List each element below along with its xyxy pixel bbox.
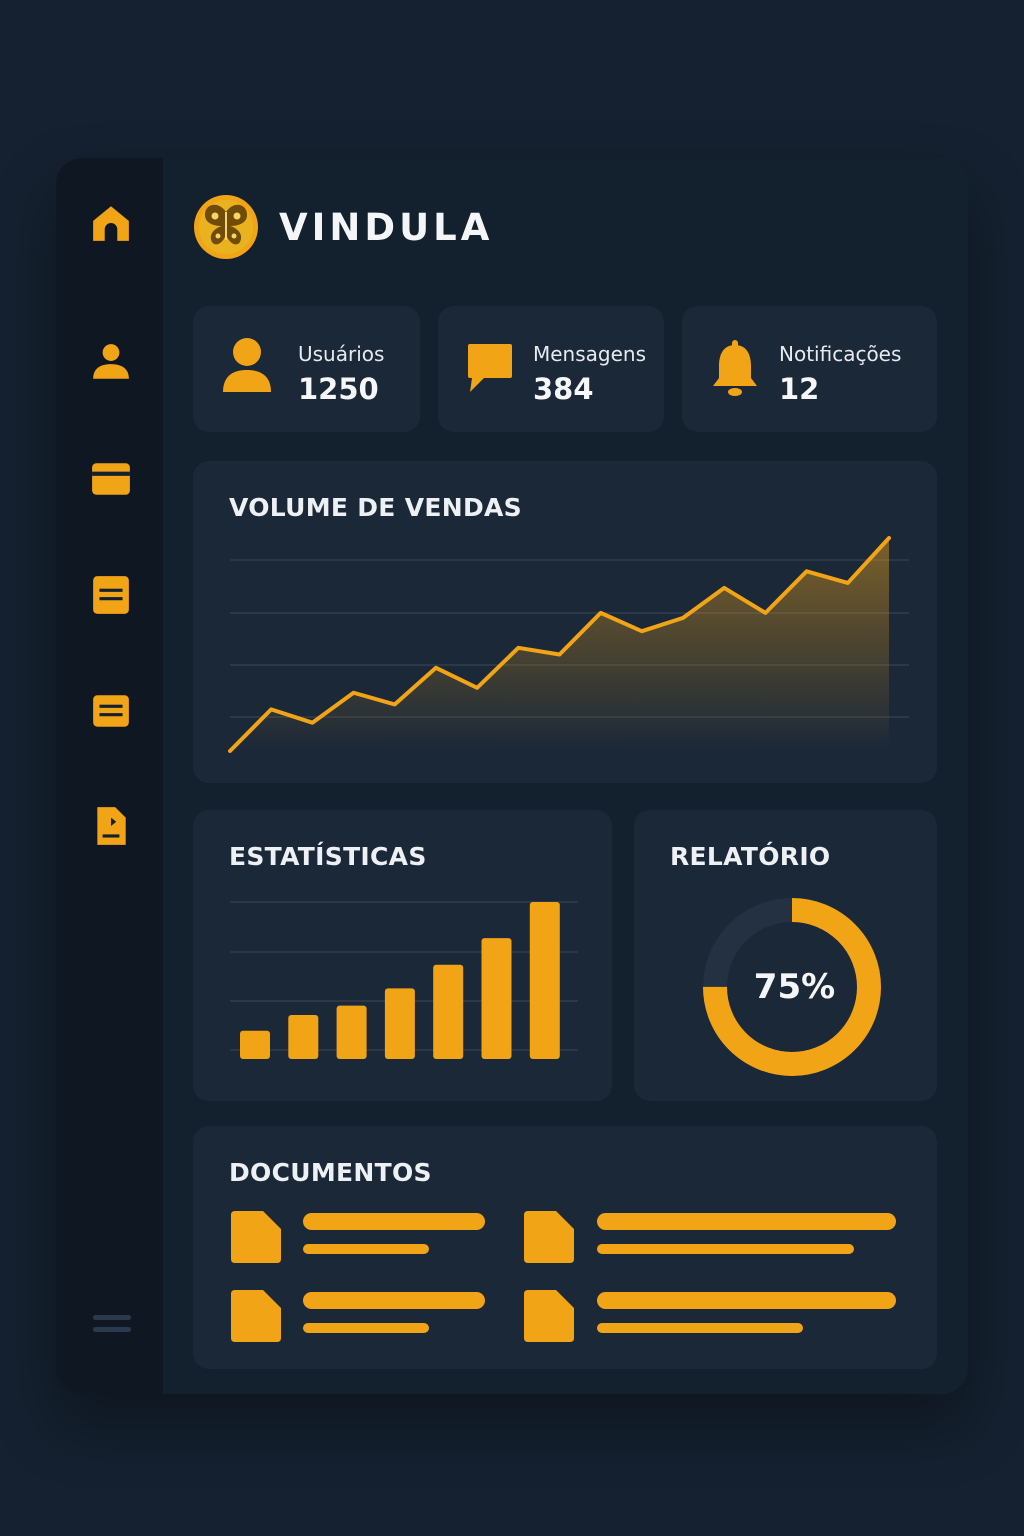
- sales-volume-title: VOLUME DE VENDAS: [229, 493, 522, 522]
- documents-card: DOCUMENTOS: [193, 1126, 937, 1369]
- document-subtitle-line: [597, 1244, 855, 1254]
- file-icon: [97, 807, 126, 845]
- document-subtitle-line: [597, 1323, 804, 1333]
- document-list-icon: [93, 576, 129, 614]
- report-percent: 75%: [753, 967, 836, 1007]
- bar: [529, 902, 560, 1059]
- sidebar-item-profile[interactable]: [88, 339, 134, 385]
- sidebar-item-lists[interactable]: [88, 688, 134, 734]
- user-icon: [93, 344, 129, 379]
- stat-card-notifications[interactable]: Notificações 12: [682, 306, 937, 432]
- sidebar-item-payments[interactable]: [88, 456, 134, 502]
- statistics-card: ESTATÍSTICAS: [193, 810, 612, 1101]
- sales-line: [228, 536, 891, 753]
- document-title-line: [303, 1292, 485, 1309]
- document-subtitle-line: [303, 1244, 429, 1254]
- report-card: RELATÓRIO 75%: [634, 810, 937, 1101]
- bar: [336, 1005, 367, 1059]
- credit-card-icon: [92, 463, 130, 495]
- donut-progress: [703, 898, 881, 1076]
- sales-area: [230, 538, 889, 751]
- stat-value: 384: [533, 372, 594, 406]
- stat-card-messages[interactable]: Mensagens 384: [438, 306, 664, 432]
- document-list-icon: [93, 695, 129, 727]
- bar: [481, 938, 512, 1059]
- bar: [384, 988, 415, 1059]
- sidebar-item-reports[interactable]: [88, 572, 134, 618]
- statistics-chart: [230, 901, 578, 1059]
- sidebar-item-files[interactable]: [88, 803, 134, 849]
- file-icon: [524, 1290, 574, 1342]
- stat-value: 1250: [298, 372, 379, 406]
- report-donut-chart: [703, 898, 881, 1076]
- document-title-line: [597, 1292, 896, 1309]
- statistics-title: ESTATÍSTICAS: [229, 842, 427, 871]
- file-icon: [231, 1211, 281, 1263]
- brand-header: VINDULA: [193, 194, 493, 260]
- file-icon: [524, 1211, 574, 1263]
- bar: [433, 964, 464, 1059]
- document-title-line: [597, 1213, 896, 1230]
- file-icon: [231, 1290, 281, 1342]
- stat-card-users[interactable]: Usuários 1250: [193, 306, 420, 432]
- chat-bubble-icon: [468, 344, 512, 392]
- home-icon: [93, 206, 129, 241]
- report-title: RELATÓRIO: [670, 842, 831, 871]
- document-subtitle-line: [303, 1323, 429, 1333]
- bell-icon: [713, 340, 757, 396]
- bar: [288, 1015, 319, 1059]
- dashboard-window: VINDULA Usuários 1250 Mensagens 384: [56, 158, 968, 1394]
- app-name: VINDULA: [279, 205, 494, 249]
- documents-title: DOCUMENTOS: [229, 1158, 432, 1187]
- stat-label: Usuários: [298, 342, 385, 366]
- user-icon: [223, 338, 271, 392]
- sales-volume-card: VOLUME DE VENDAS: [193, 461, 937, 783]
- stat-label: Mensagens: [533, 342, 647, 366]
- sidebar: [56, 158, 163, 1394]
- stat-label: Notificações: [779, 342, 902, 366]
- bar: [240, 1030, 270, 1059]
- sales-volume-chart: [228, 536, 909, 753]
- sidebar-item-home[interactable]: [88, 200, 134, 246]
- butterfly-logo: [194, 195, 258, 259]
- menu-icon[interactable]: [93, 1315, 131, 1339]
- document-title-line: [303, 1213, 485, 1230]
- main-content: VINDULA Usuários 1250 Mensagens 384: [193, 158, 937, 1394]
- stat-value: 12: [779, 372, 820, 406]
